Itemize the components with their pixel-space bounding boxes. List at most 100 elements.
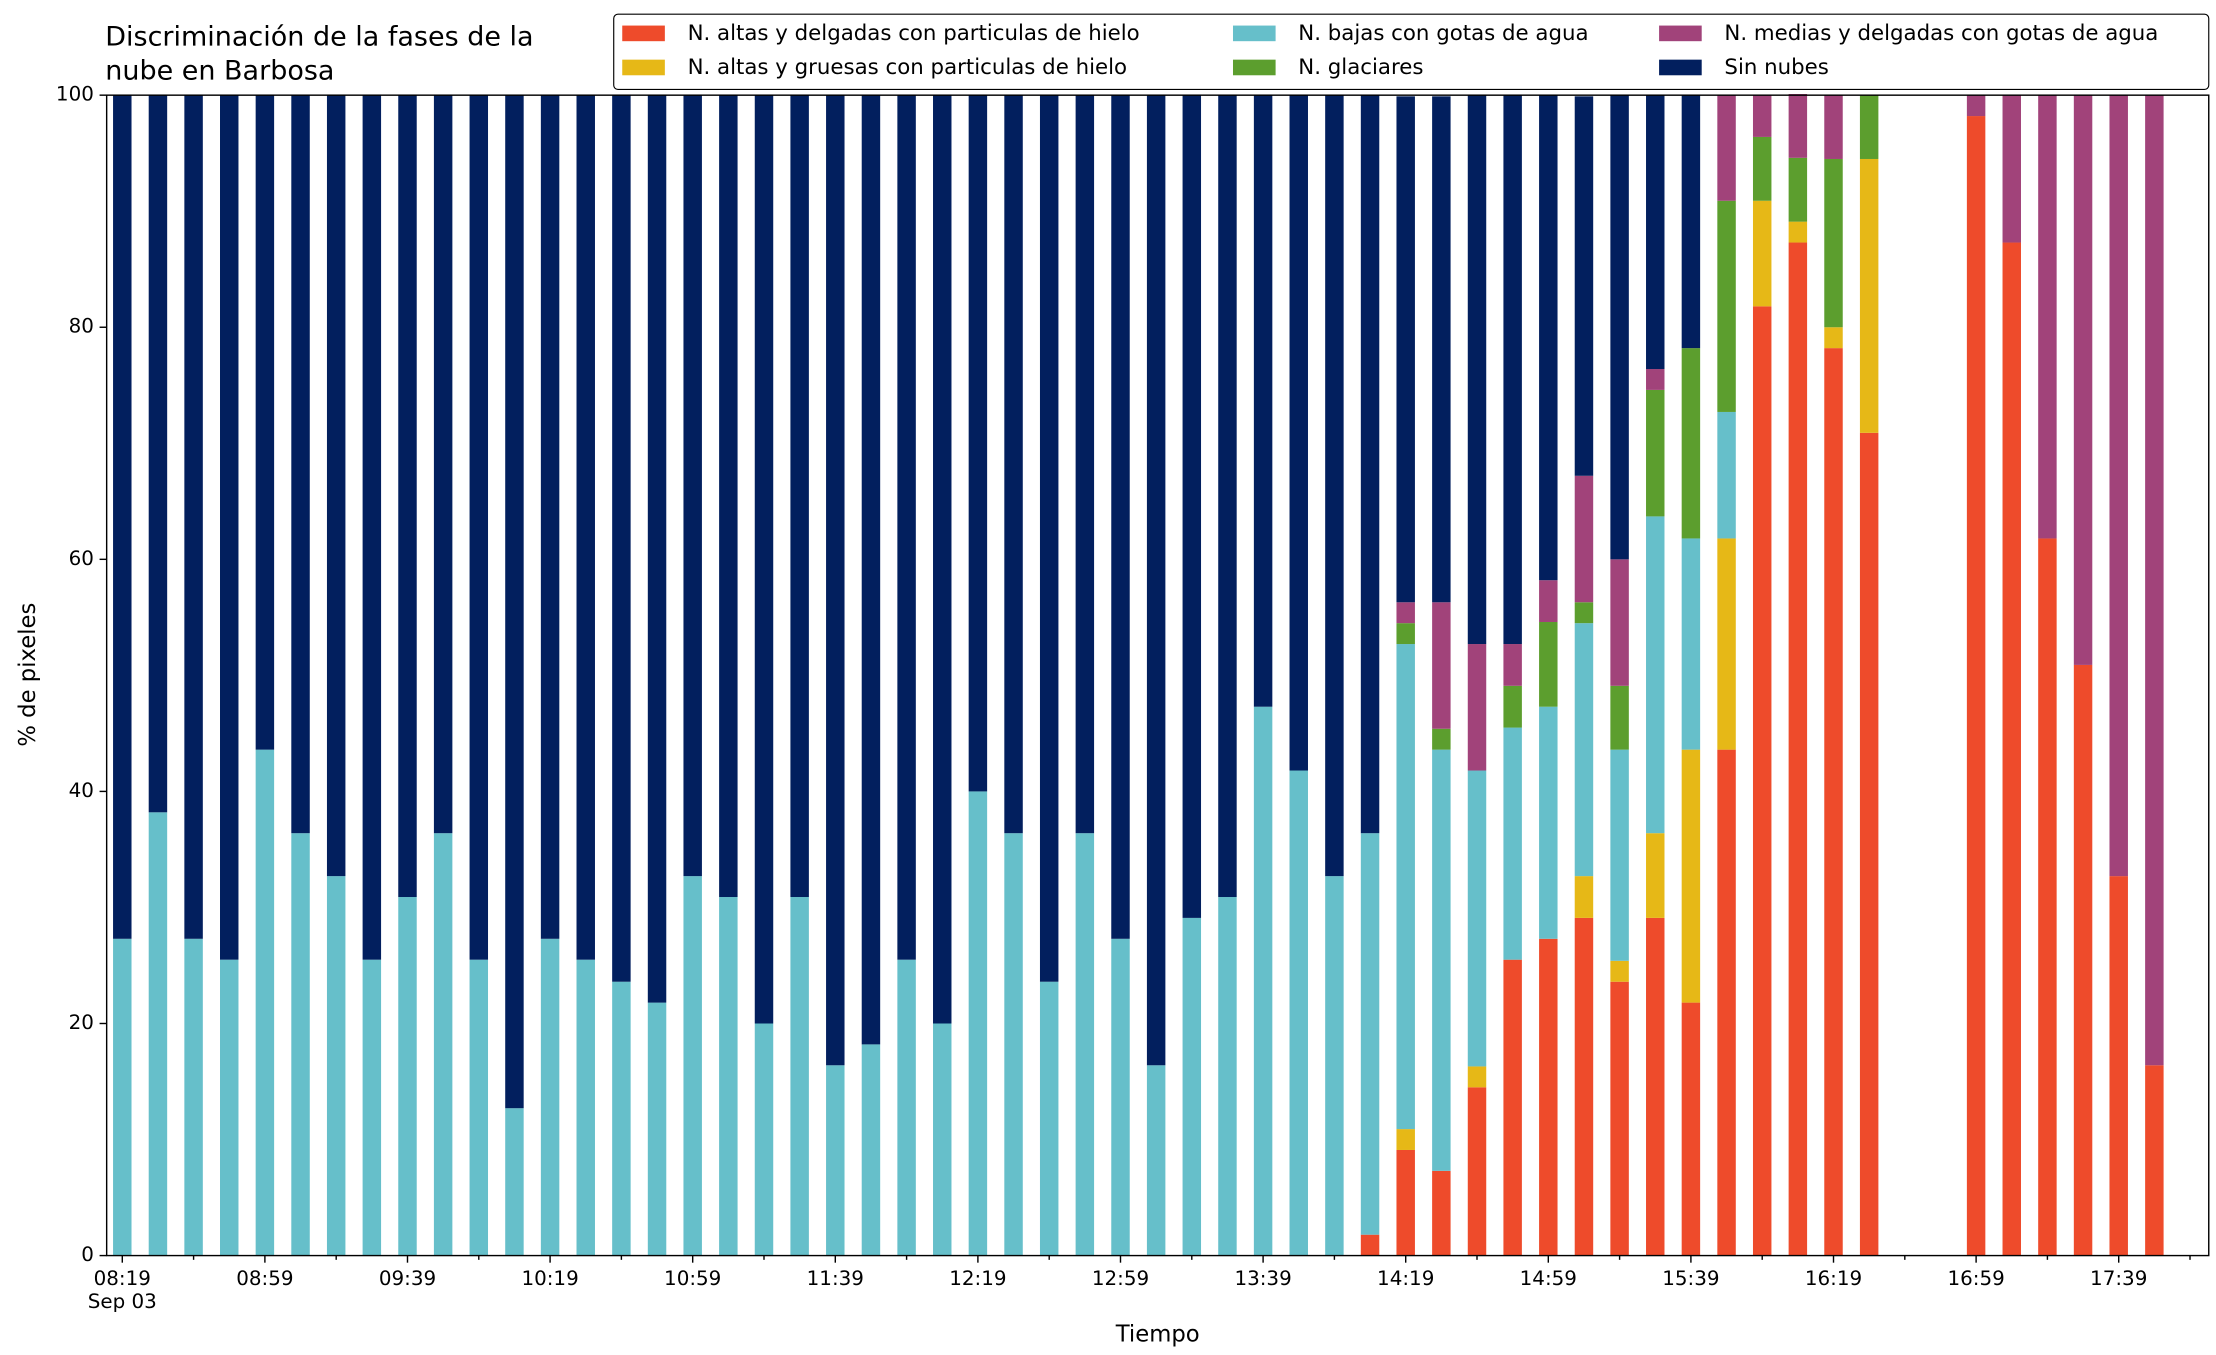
legend-swatch: [622, 25, 665, 42]
bar-segment: [1717, 538, 1736, 750]
bar-segment: [1432, 728, 1451, 750]
legend-swatch: [1659, 59, 1702, 76]
x-tick-label: 17:39: [2090, 1267, 2147, 1290]
bar-segment: [826, 1065, 845, 1256]
bar-segment: [1396, 1149, 1415, 1256]
bar-segment: [1503, 727, 1522, 960]
bar-segment: [1325, 876, 1344, 1256]
bar-segment: [897, 959, 916, 1256]
x-tick-label: 11:39: [807, 1267, 864, 1290]
bar-segment: [1004, 95, 1023, 834]
legend-label: N. bajas con gotas de agua: [1298, 21, 1588, 46]
bar-segment: [1788, 242, 1808, 1256]
bar-segment: [1432, 96, 1451, 603]
bar-segment: [1396, 623, 1415, 645]
bar-segment: [291, 833, 310, 1256]
bar-segment: [1253, 706, 1273, 1256]
bar-segment: [1396, 602, 1415, 624]
x-tick-label: 13:39: [1234, 1267, 1291, 1290]
bar-segment: [968, 791, 988, 1256]
bar-segment: [362, 95, 382, 960]
bar-segment: [2002, 242, 2021, 1256]
bar-segment: [469, 959, 489, 1256]
x-tick-label: 16:19: [1805, 1267, 1862, 1290]
bar-segment: [1610, 559, 1629, 686]
bar-segment: [1539, 621, 1558, 707]
legend-swatch: [1232, 25, 1276, 42]
bar-segment: [1717, 200, 1736, 412]
legend-label: N. altas y gruesas con particulas de hie…: [688, 55, 1127, 80]
legend-swatch: [622, 59, 665, 76]
bar-segment: [933, 95, 952, 1024]
bar-segment: [220, 95, 239, 960]
bar-segment: [1859, 432, 1879, 1256]
bar-segment: [1717, 411, 1736, 539]
bar-segment: [1574, 96, 1594, 476]
bar-segment: [326, 876, 346, 1256]
bar-segment: [398, 897, 417, 1256]
x-tick-label: 15:39: [1662, 1267, 1719, 1290]
bar-segment: [1752, 306, 1772, 1256]
bar-segment: [1824, 327, 1843, 349]
bar-segment: [1752, 200, 1772, 307]
bar-segment: [1681, 1002, 1701, 1256]
bar-segment: [1039, 95, 1059, 982]
bar-segment: [326, 95, 346, 877]
bar-segment: [1574, 602, 1594, 624]
bar-segment: [1396, 1129, 1415, 1150]
plot-frame: [105, 94, 2210, 1257]
bar-segment: [1467, 770, 1487, 1067]
bar-segment: [113, 938, 132, 1256]
bar-segment: [148, 812, 168, 1256]
bar-segment: [1360, 833, 1380, 1235]
bar-segment: [576, 95, 595, 960]
bar-segment: [1182, 95, 1202, 918]
bar-segment: [362, 959, 382, 1256]
bar-segment: [1467, 1087, 1487, 1256]
bar-segment: [1396, 96, 1415, 603]
bar-segment: [1574, 917, 1594, 1256]
bar-segment: [1467, 1066, 1487, 1088]
bar-segment: [1610, 95, 1629, 560]
bar-segment: [2002, 95, 2021, 243]
bar-segment: [1788, 157, 1808, 222]
bar-segment: [790, 897, 809, 1256]
bar-segment: [1824, 348, 1843, 1256]
bar-segment: [1824, 95, 1843, 159]
bar-segment: [113, 95, 132, 939]
bar-segment: [647, 1002, 667, 1256]
bar-segment: [1146, 1065, 1166, 1256]
bar-segment: [1075, 95, 1095, 834]
bar-segment: [1111, 95, 1130, 939]
bar-segment: [1752, 95, 1772, 137]
bar-segment: [683, 95, 702, 877]
bar-segment: [968, 95, 988, 792]
bar-segment: [1539, 95, 1558, 581]
bar-segment: [1039, 981, 1059, 1256]
bar-segment: [1182, 917, 1202, 1256]
bar-segment: [1253, 95, 1273, 707]
legend-label: Sin nubes: [1724, 55, 1828, 80]
bar-segment: [1752, 136, 1772, 201]
bar-segment: [1824, 158, 1843, 328]
title-box: Discriminación de la fases de la nube en…: [105, 21, 533, 86]
bar-segment: [1681, 538, 1701, 750]
x-tick-label: 14:59: [1520, 1267, 1577, 1290]
bar-segment: [1717, 749, 1736, 1256]
bar-segment: [540, 95, 560, 939]
bar-segment: [1788, 221, 1808, 243]
bar-segment: [826, 95, 845, 1066]
bar-segment: [1004, 833, 1023, 1256]
x-tick-label: 08:19: [94, 1267, 151, 1290]
bar-segment: [1646, 516, 1665, 834]
bar-segment: [255, 749, 275, 1256]
bar-segment: [505, 1108, 524, 1256]
x-tick-label: 12:19: [949, 1267, 1006, 1290]
y-tick-label: 100: [56, 83, 94, 106]
bar-segment: [1646, 389, 1665, 517]
bar-segment: [719, 95, 738, 898]
y-tick-label: 40: [69, 779, 94, 802]
bar-segment: [433, 95, 453, 834]
bar-segment: [1360, 95, 1380, 834]
